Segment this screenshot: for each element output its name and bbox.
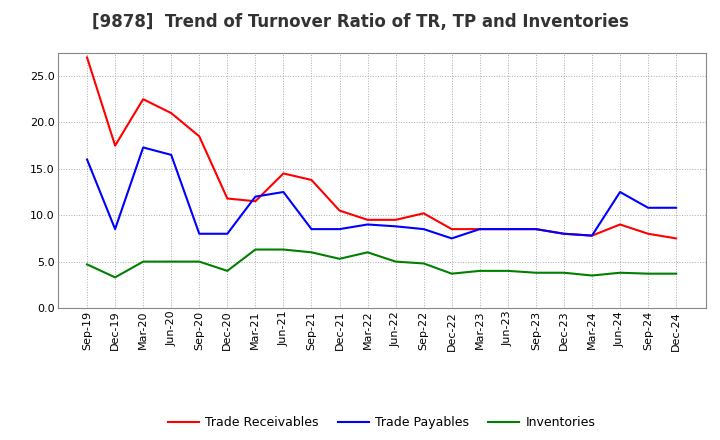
Text: [9878]  Trend of Turnover Ratio of TR, TP and Inventories: [9878] Trend of Turnover Ratio of TR, TP… [91,13,629,31]
Trade Payables [616,189,624,194]
Inventories [531,270,540,275]
Trade Receivables [279,171,288,176]
Trade Payables [559,231,568,236]
Trade Receivables [391,217,400,223]
Inventories [251,247,260,252]
Trade Receivables [559,231,568,236]
Trade Payables [531,227,540,232]
Trade Receivables [364,217,372,223]
Inventories [672,271,680,276]
Inventories [167,259,176,264]
Trade Receivables [616,222,624,227]
Inventories [616,270,624,275]
Line: Trade Payables: Trade Payables [87,147,676,238]
Trade Payables [279,189,288,194]
Inventories [447,271,456,276]
Inventories [83,262,91,267]
Trade Receivables [111,143,120,148]
Trade Receivables [223,196,232,201]
Trade Receivables [475,227,484,232]
Trade Payables [503,227,512,232]
Trade Receivables [672,236,680,241]
Inventories [475,268,484,274]
Trade Payables [251,194,260,199]
Trade Payables [447,236,456,241]
Legend: Trade Receivables, Trade Payables, Inventories: Trade Receivables, Trade Payables, Inven… [163,411,600,434]
Inventories [391,259,400,264]
Line: Trade Receivables: Trade Receivables [87,58,676,238]
Trade Receivables [419,211,428,216]
Inventories [559,270,568,275]
Trade Payables [307,227,316,232]
Trade Receivables [531,227,540,232]
Inventories [588,273,596,278]
Trade Payables [644,205,652,210]
Inventories [307,249,316,255]
Trade Payables [588,233,596,238]
Trade Receivables [167,110,176,116]
Trade Payables [83,157,91,162]
Inventories [223,268,232,274]
Trade Payables [139,145,148,150]
Inventories [419,261,428,266]
Inventories [111,275,120,280]
Trade Payables [364,222,372,227]
Trade Receivables [139,96,148,102]
Trade Receivables [336,208,344,213]
Trade Payables [672,205,680,210]
Trade Payables [223,231,232,236]
Inventories [279,247,288,252]
Trade Receivables [503,227,512,232]
Inventories [139,259,148,264]
Trade Receivables [307,177,316,183]
Trade Payables [391,224,400,229]
Trade Payables [419,227,428,232]
Inventories [336,256,344,261]
Line: Inventories: Inventories [87,249,676,277]
Inventories [503,268,512,274]
Trade Receivables [588,233,596,238]
Inventories [195,259,204,264]
Inventories [364,249,372,255]
Trade Receivables [251,198,260,204]
Trade Receivables [195,134,204,139]
Trade Payables [195,231,204,236]
Inventories [644,271,652,276]
Trade Payables [475,227,484,232]
Trade Payables [111,227,120,232]
Trade Receivables [447,227,456,232]
Trade Receivables [644,231,652,236]
Trade Payables [167,152,176,158]
Trade Receivables [83,55,91,60]
Trade Payables [336,227,344,232]
